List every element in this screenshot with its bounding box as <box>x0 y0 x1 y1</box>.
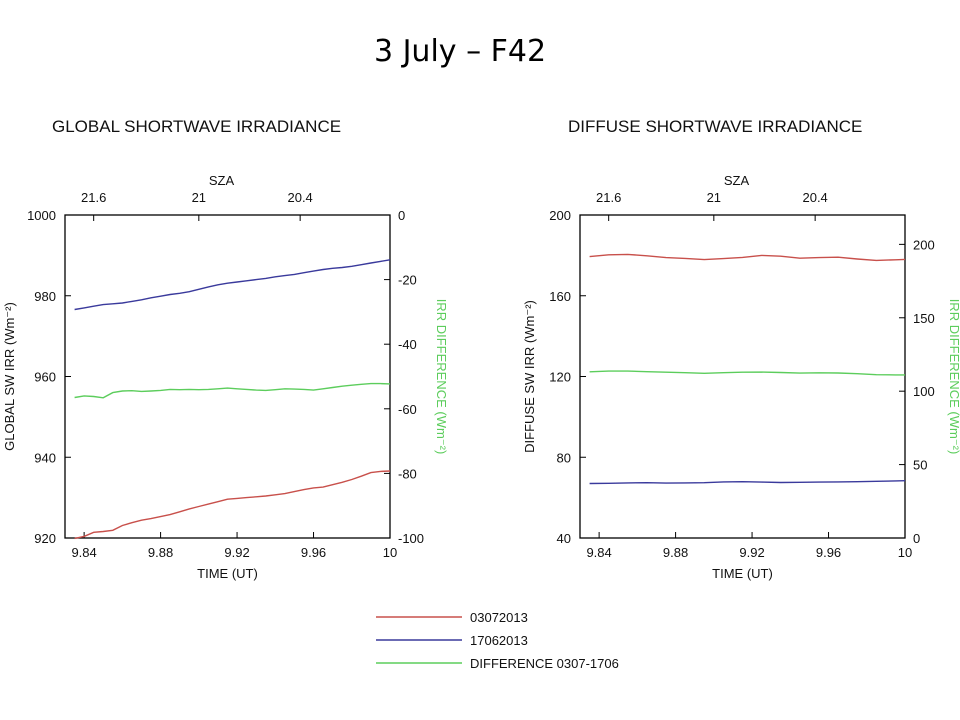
x-tick-label: 9.84 <box>71 545 96 560</box>
y-tick-label: 120 <box>549 370 571 385</box>
x-tick-label: 10 <box>383 545 397 560</box>
y-tick-label: 200 <box>549 208 571 223</box>
x-axis-label: TIME (UT) <box>197 566 258 581</box>
chart-title: DIFFUSE SHORTWAVE IRRADIANCE <box>568 117 862 136</box>
top-tick-label: 21 <box>192 190 206 205</box>
y-tick-label: 80 <box>557 450 571 465</box>
x-tick-label: 9.84 <box>586 545 611 560</box>
y2-tick-label: 50 <box>913 458 927 473</box>
top-tick-label: 21.6 <box>596 190 621 205</box>
y-tick-label: 980 <box>34 289 56 304</box>
y-axis-label: DIFFUSE SW IRR (Wm⁻²) <box>522 300 537 453</box>
y-axis-label: GLOBAL SW IRR (Wm⁻²) <box>2 302 17 451</box>
y2-tick-label: -80 <box>398 466 417 481</box>
y2-tick-label: 0 <box>398 208 405 223</box>
series-line-difference <box>589 370 905 376</box>
y-tick-label: 960 <box>34 370 56 385</box>
series-line-03072013 <box>74 470 391 540</box>
y2-tick-label: 100 <box>913 384 935 399</box>
top-axis-label: SZA <box>724 173 750 188</box>
top-axis-label: SZA <box>209 173 235 188</box>
y2-tick-label: -20 <box>398 273 417 288</box>
y2-tick-label: -60 <box>398 402 417 417</box>
y2-tick-label: -40 <box>398 337 417 352</box>
series-line-difference <box>74 382 391 399</box>
top-tick-label: 21.6 <box>81 190 106 205</box>
x-tick-label: 9.88 <box>148 545 173 560</box>
legend-label: 03072013 <box>470 610 528 625</box>
x-tick-label: 9.96 <box>816 545 841 560</box>
plot-frame <box>579 214 906 539</box>
series-line-17062013 <box>589 480 906 485</box>
y-tick-label: 1000 <box>27 208 56 223</box>
y-tick-label: 940 <box>34 450 56 465</box>
series-line-03072013 <box>589 253 906 262</box>
y2-axis-label: IRR DIFFERENCE (Wm⁻²) <box>947 299 960 455</box>
y2-tick-label: 150 <box>913 311 935 326</box>
chart-title: GLOBAL SHORTWAVE IRRADIANCE <box>52 117 341 136</box>
x-tick-label: 9.92 <box>224 545 249 560</box>
legend-label: 17062013 <box>470 633 528 648</box>
series-line-17062013 <box>74 259 391 311</box>
x-tick-label: 9.96 <box>301 545 326 560</box>
slide-title: 3 July – F42 <box>373 34 547 69</box>
y2-tick-label: 200 <box>913 237 935 252</box>
y-tick-label: 40 <box>557 531 571 546</box>
legend-label: DIFFERENCE 0307-1706 <box>470 656 619 671</box>
x-tick-label: 9.92 <box>739 545 764 560</box>
y-tick-label: 160 <box>549 289 571 304</box>
top-tick-label: 20.4 <box>287 190 312 205</box>
top-tick-label: 21 <box>707 190 721 205</box>
plot-frame <box>64 214 391 539</box>
y2-tick-label: 0 <box>913 531 920 546</box>
top-tick-label: 20.4 <box>802 190 827 205</box>
x-tick-label: 9.88 <box>663 545 688 560</box>
y2-tick-label: -100 <box>398 531 424 546</box>
x-tick-label: 10 <box>898 545 912 560</box>
y2-axis-label: IRR DIFFERENCE (Wm⁻²) <box>434 299 449 455</box>
y-tick-label: 920 <box>34 531 56 546</box>
x-axis-label: TIME (UT) <box>712 566 773 581</box>
